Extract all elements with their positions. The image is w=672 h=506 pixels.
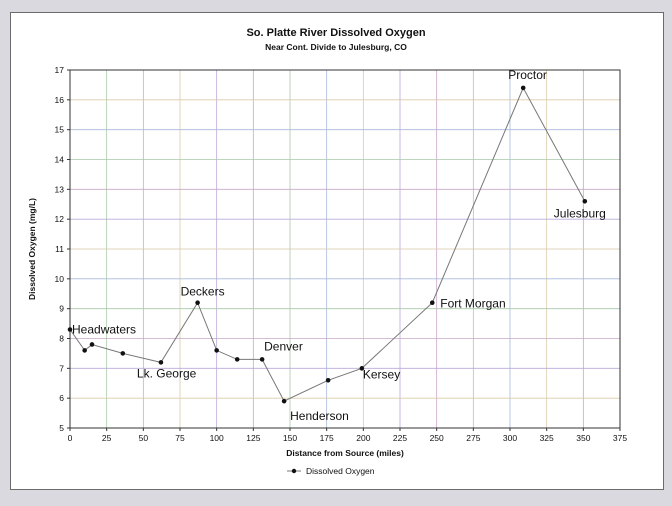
y-tick-label: 9 (59, 304, 64, 314)
y-tick-label: 6 (59, 393, 64, 403)
data-point (281, 398, 287, 404)
x-tick-label: 175 (320, 433, 334, 443)
data-point (120, 351, 126, 356)
y-tick-label: 15 (55, 125, 65, 135)
x-tick-label: 375 (613, 433, 627, 443)
chart-svg: So. Platte River Dissolved Oxygen Near C… (27, 27, 627, 476)
chart-frame: So. Platte River Dissolved Oxygen Near C… (10, 12, 664, 490)
x-tick-label: 225 (393, 433, 407, 443)
data-point (195, 300, 200, 306)
y-tick-label: 8 (59, 334, 64, 344)
annotation-label: Denver (264, 339, 303, 353)
y-tick-label: 12 (55, 214, 65, 224)
chart-title: So. Platte River Dissolved Oxygen (246, 27, 425, 39)
x-axis-ticks: 0 25 50 75 100 125 150 175 200 225 250 275 300 325 350… (68, 428, 627, 443)
chart-subtitle: Near Cont. Divide to Julesburg, CO (265, 42, 407, 52)
x-tick-label: 275 (466, 433, 480, 443)
y-tick-label: 17 (55, 65, 65, 75)
x-tick-label: 325 (540, 433, 554, 443)
data-point (89, 342, 95, 347)
y-tick-label: 11 (55, 244, 64, 254)
x-tick-label: 25 (102, 433, 112, 443)
legend-marker (291, 468, 297, 474)
y-tick-label: 13 (55, 184, 65, 194)
x-axis-label: Distance from Source (miles) (286, 448, 404, 458)
data-point (214, 348, 219, 353)
data-point (325, 377, 331, 383)
x-tick-label: 350 (576, 433, 590, 443)
data-point (67, 327, 73, 332)
annotation-label: Fort Morgan (440, 297, 505, 311)
data-point (582, 198, 588, 204)
x-tick-label: 0 (68, 433, 73, 443)
x-tick-label: 50 (139, 433, 149, 443)
x-tick-label: 200 (356, 433, 370, 443)
data-point (234, 357, 240, 362)
x-tick-label: 250 (430, 433, 444, 443)
y-tick-label: 16 (55, 95, 65, 105)
legend-label: Dissolved Oxygen (306, 466, 375, 476)
x-tick-label: 150 (283, 433, 297, 443)
x-tick-label: 300 (503, 433, 517, 443)
data-point (520, 85, 526, 91)
x-tick-label: 75 (175, 433, 185, 443)
data-point (359, 366, 365, 371)
annotations: Headwaters Lk. George Deckers Denver Henders… (72, 68, 606, 423)
y-axis-ticks: 5 6 7 8 9 10 11 12 13 14 15 16 17 (55, 65, 70, 433)
data-point (158, 360, 164, 365)
data-point (82, 348, 87, 353)
annotation-label: Deckers (181, 285, 225, 299)
x-tick-label: 100 (210, 433, 224, 443)
data-point (259, 357, 265, 362)
x-tick-label: 125 (246, 433, 260, 443)
data-point (429, 300, 435, 306)
legend: Dissolved Oxygen (287, 466, 375, 476)
annotation-label: Kersey (363, 367, 400, 381)
annotation-label: Julesburg (554, 206, 606, 220)
annotation-label: Henderson (290, 409, 349, 423)
series-dissolved-oxygen (67, 85, 588, 404)
annotation-label: Proctor (508, 68, 547, 82)
y-tick-label: 14 (55, 155, 65, 165)
annotation-label: Lk. George (137, 366, 197, 380)
series-line (69, 86, 586, 402)
y-axis-label: Dissolved Oxygen (mg/L) (27, 198, 37, 300)
y-tick-label: 5 (59, 423, 64, 433)
annotation-label: Headwaters (72, 323, 136, 337)
y-tick-label: 10 (55, 274, 65, 284)
y-tick-label: 7 (59, 363, 64, 373)
